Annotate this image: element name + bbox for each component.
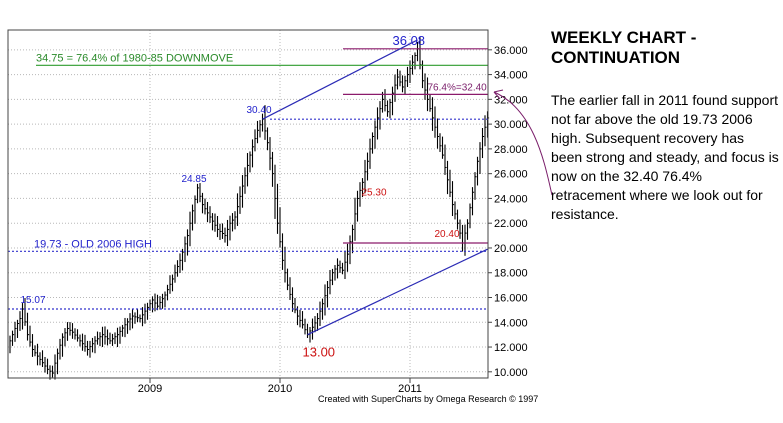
y-tick-label: 34.000 [494,70,528,82]
y-tick-label: 16.000 [494,293,528,305]
data-label: 36.08 [393,33,426,48]
data-label: 20.40 [435,229,460,240]
x-axis: 2009 2010 2011 [138,378,422,395]
y-tick-label: 30.000 [494,119,528,131]
x-tick-label: 2011 [398,383,422,395]
annotations: 36.08 30.40 24.85 15.07 25.30 20.40 13.00 76.4%… [21,33,488,360]
callout-arrow [493,91,553,196]
y-tick-label: 26.000 [494,169,528,181]
x-tick-label: 2010 [268,383,292,395]
y-tick-label: 20.000 [494,243,528,255]
level-lines: 34.75 = 76.4% of 1980-85 DOWNMOVE 19.73 -… [8,48,488,310]
plot-frame [7,29,489,379]
y-tick-label: 24.000 [494,193,528,205]
y-tick-label: 14.000 [494,317,528,329]
panel-text: The earlier fall in 2011 found support n… [551,92,779,222]
y-tick-label: 28.000 [494,144,528,156]
data-label: 25.30 [362,187,387,198]
x-tick-label: 2009 [138,383,162,395]
y-tick-label: 18.000 [494,268,528,280]
y-tick-label: 36.000 [494,45,528,57]
y-tick-label: 32.000 [494,94,528,106]
data-label: 76.4%=32.40 [428,82,488,93]
data-label: 30.40 [247,105,272,116]
data-label: 13.00 [303,345,336,360]
y-tick-label: 12.000 [494,342,528,354]
level-label-fib-764-downmove: 34.75 = 76.4% of 1980-85 DOWNMOVE [36,52,233,64]
y-tick-label: 10.000 [494,367,528,379]
data-label: 24.85 [182,174,207,185]
horizontal-gridlines [8,49,488,373]
credit-text: Created with SuperCharts by Omega Resear… [318,394,538,404]
panel-title: WEEKLY CHART - CONTINUATION [551,28,697,67]
callout-arrowhead [493,89,504,100]
channel-line [307,248,488,336]
data-label: 15.07 [21,295,46,306]
y-axis: 10.000 12.000 14.000 16.000 18.000 20.000 22.0… [488,45,528,379]
vertical-gridlines [149,30,411,378]
channel-lines [262,39,488,336]
price-bars [9,37,490,380]
channel-line [262,39,418,120]
y-tick-label: 22.000 [494,218,528,230]
level-label-old-2006-high: 19.73 - OLD 2006 HIGH [34,238,152,250]
